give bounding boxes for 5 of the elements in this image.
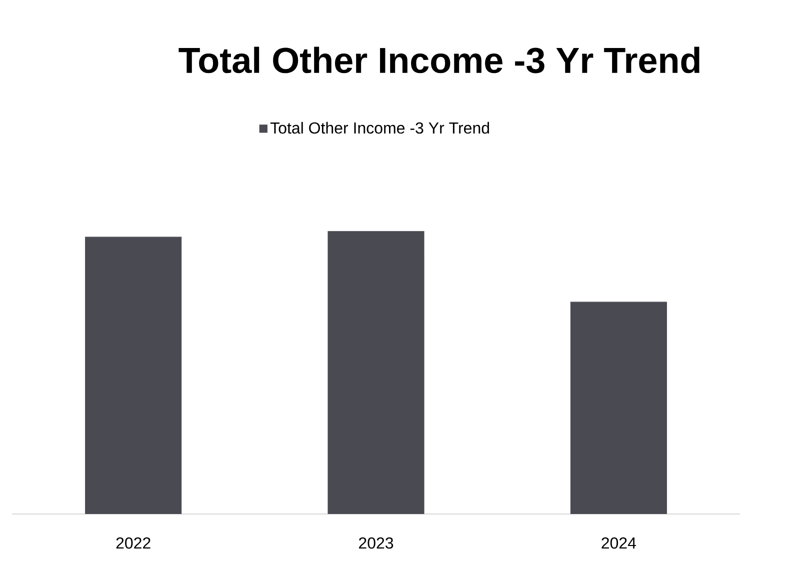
x-tick-label: 2023: [359, 537, 394, 549]
chart-title: Total Other Income -3 Yr Trend: [178, 46, 700, 74]
legend-label: Total Other Income -3 Yr Trend: [270, 122, 489, 134]
x-tick-label: 2024: [602, 537, 636, 549]
x-tick-label: 2022: [116, 537, 150, 549]
